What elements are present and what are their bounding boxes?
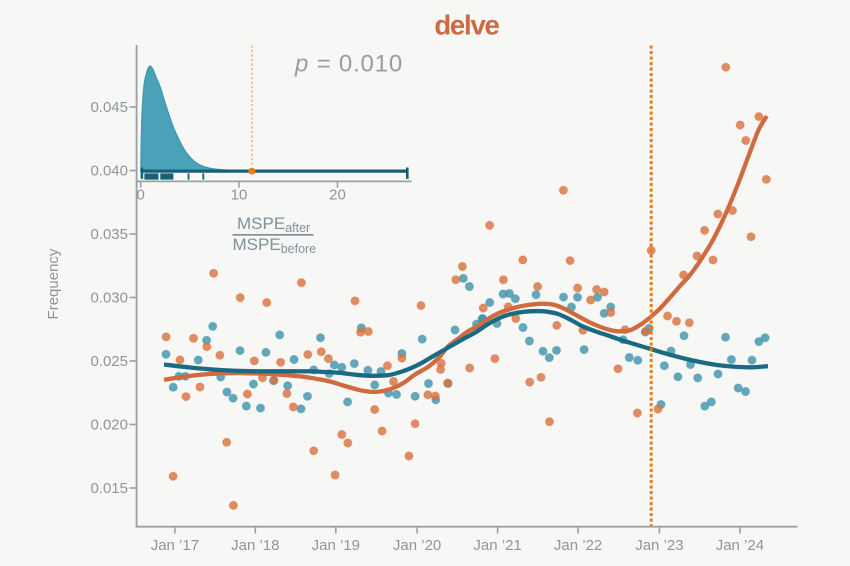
svg-text:0.020: 0.020 xyxy=(90,417,128,434)
svg-text:p = 0.010: p = 0.010 xyxy=(294,51,403,78)
svg-text:0.025: 0.025 xyxy=(90,353,128,370)
svg-text:0.045: 0.045 xyxy=(90,99,128,116)
svg-text:Jan ’19: Jan ’19 xyxy=(312,537,360,554)
svg-text:0.040: 0.040 xyxy=(90,163,128,180)
svg-text:Jan ’24: Jan ’24 xyxy=(716,537,764,554)
svg-text:Jan ’23: Jan ’23 xyxy=(635,537,683,554)
svg-text:Jan ’18: Jan ’18 xyxy=(231,537,279,554)
svg-text:0.035: 0.035 xyxy=(90,226,128,243)
svg-text:Jan ’21: Jan ’21 xyxy=(473,537,521,554)
svg-text:Frequency: Frequency xyxy=(45,248,62,319)
svg-text:20: 20 xyxy=(329,187,346,204)
svg-text:Jan ’17: Jan ’17 xyxy=(151,537,199,554)
svg-text:0.030: 0.030 xyxy=(90,290,128,307)
svg-text:0.015: 0.015 xyxy=(90,480,128,497)
svg-text:10: 10 xyxy=(231,187,248,204)
svg-text:Jan ’20: Jan ’20 xyxy=(393,537,441,554)
svg-text:delve: delve xyxy=(434,10,499,41)
svg-text:Jan ’22: Jan ’22 xyxy=(554,537,602,554)
svg-text:0: 0 xyxy=(137,187,145,204)
